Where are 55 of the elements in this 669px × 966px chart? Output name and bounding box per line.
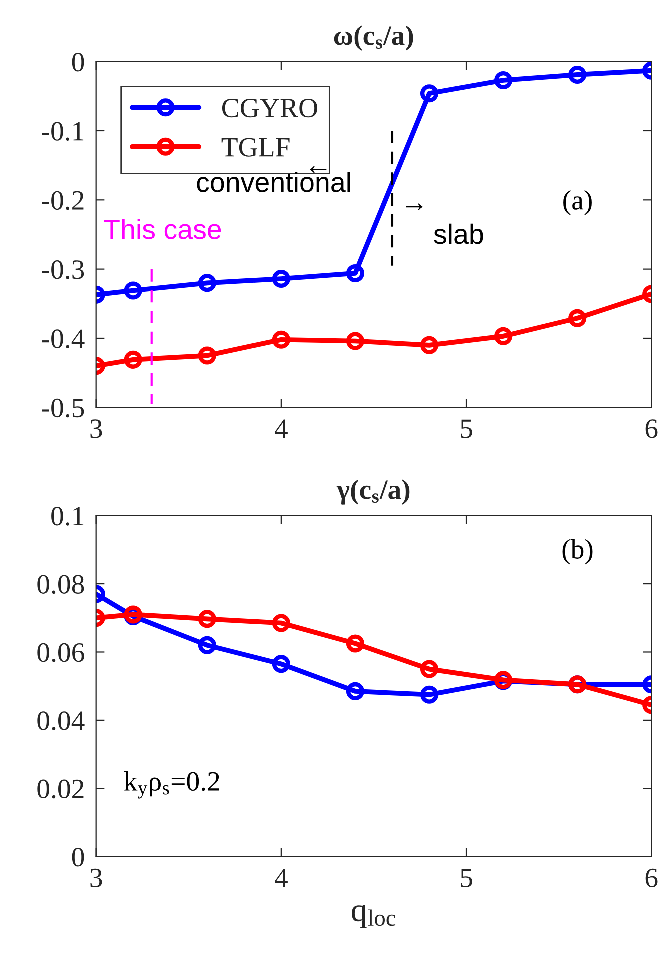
x-tick-label: 3 bbox=[90, 420, 102, 438]
legend-label: TGLF bbox=[222, 138, 290, 157]
x-tick-label: 6 bbox=[646, 420, 658, 438]
point bbox=[198, 346, 216, 365]
y-tick-label: -0.3 bbox=[42, 260, 84, 280]
y-tick-label: -0.4 bbox=[42, 330, 85, 349]
annotation: This case bbox=[104, 219, 222, 240]
y-tick-label: 0.02 bbox=[38, 780, 84, 799]
annotation: (a) bbox=[564, 190, 592, 216]
point bbox=[568, 309, 587, 328]
annotation: (b) bbox=[562, 539, 593, 565]
x-tick-label: 4 bbox=[275, 868, 288, 888]
point bbox=[272, 614, 290, 632]
point bbox=[272, 655, 290, 674]
annotation: slab bbox=[434, 224, 484, 244]
point bbox=[198, 636, 216, 654]
chart-title: γ(c$_{s}$/a) bbox=[336, 480, 410, 505]
point bbox=[124, 350, 142, 369]
x-tick-label: 6 bbox=[646, 868, 658, 888]
annotation: conventional bbox=[197, 172, 350, 192]
x-tick-label: 5 bbox=[461, 869, 472, 888]
point bbox=[346, 682, 364, 700]
point bbox=[346, 264, 364, 282]
annotation: ← bbox=[310, 166, 327, 173]
annotation: → bbox=[406, 204, 423, 210]
y-tick-label: 0.04 bbox=[38, 712, 85, 730]
y-tick-label: 0.08 bbox=[38, 575, 84, 594]
y-tick-label: 0 bbox=[72, 848, 84, 867]
point bbox=[346, 332, 364, 350]
point bbox=[494, 327, 513, 346]
y-tick-label: -0.1 bbox=[42, 122, 84, 142]
point bbox=[198, 610, 216, 628]
y-tick-label: -0.5 bbox=[42, 398, 84, 418]
y-tick-label: 0.06 bbox=[38, 643, 84, 662]
point bbox=[420, 336, 439, 354]
x-tick-label: 4 bbox=[275, 420, 288, 438]
y-tick-label: -0.2 bbox=[42, 191, 84, 210]
point bbox=[420, 660, 439, 678]
annotation: k$_{y}$ρ$_{s}$=0.2 bbox=[124, 771, 220, 799]
x-tick-label: 5 bbox=[461, 420, 472, 438]
point bbox=[198, 274, 216, 292]
y-tick-label: 0 bbox=[72, 52, 84, 72]
point bbox=[272, 270, 290, 288]
point bbox=[420, 686, 439, 704]
y-tick-label: 0.1 bbox=[52, 507, 84, 526]
point bbox=[346, 634, 364, 653]
point bbox=[494, 71, 513, 90]
chart-title: ω(c$_{s}$/a) bbox=[334, 26, 414, 51]
point bbox=[420, 84, 439, 103]
x-axis-title: q$_{loc}$ bbox=[352, 905, 396, 928]
point bbox=[568, 66, 587, 84]
x-tick-label: 3 bbox=[90, 868, 102, 888]
point bbox=[124, 282, 142, 300]
legend-label: CGYRO bbox=[222, 98, 318, 118]
point bbox=[272, 330, 290, 349]
